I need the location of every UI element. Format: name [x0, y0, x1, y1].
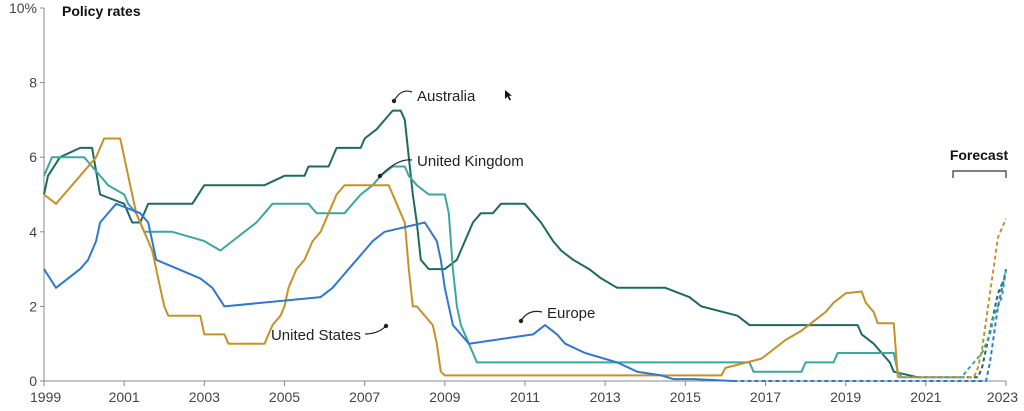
x-tick-label: 2001 [109, 389, 140, 405]
x-tick-label: 2009 [429, 389, 460, 405]
forecast-bracket: Forecast [950, 147, 1009, 178]
series-line-europe [43, 202, 734, 382]
series-group [43, 109, 1007, 382]
label-arrowhead-united-kingdom [377, 173, 383, 179]
x-tick-label: 2017 [750, 389, 781, 405]
x-tick-label: 2013 [590, 389, 621, 405]
series-label-united-states: United States [271, 327, 361, 344]
y-ticks: 0 2 4 6 8 10% [9, 0, 44, 389]
forecast-bracket-line [952, 170, 1007, 178]
label-arrow-europe [520, 310, 543, 322]
label-arrow-united-states [364, 325, 387, 335]
x-tick-label: 2005 [269, 389, 300, 405]
label-arrowhead-united-states [383, 323, 389, 329]
label-arrowhead-europe [518, 318, 524, 324]
series-label-europe: Europe [547, 305, 595, 322]
x-tick-label: 2007 [349, 389, 380, 405]
label-arrowhead-australia [391, 98, 397, 104]
label-arrow-australia [393, 90, 413, 102]
mouse-cursor-icon [505, 90, 512, 101]
y-tick-label: 2 [29, 298, 37, 314]
x-tick-label: 2023 [987, 389, 1018, 405]
series-label-australia: Australia [417, 88, 476, 105]
series-line-united-states [43, 137, 899, 378]
forecast-label: Forecast [950, 147, 1009, 163]
y-tick-label: 6 [29, 149, 37, 165]
x-tick-label: 2019 [830, 389, 861, 405]
forecast-line-united-states [897, 218, 1007, 379]
x-tick-label: 2011 [510, 389, 540, 405]
x-tick-label: 2003 [189, 389, 220, 405]
x-tick-label: 2015 [670, 389, 701, 405]
series-line-australia [43, 109, 919, 379]
label-arrow-united-kingdom [379, 159, 413, 177]
forecast-line-united-kingdom [901, 268, 1007, 379]
y-tick-label: 8 [29, 75, 37, 91]
x-tick-label: 1999 [30, 389, 61, 405]
y-tick-label: 0 [29, 373, 37, 389]
x-ticks: 1999 2001 2003 2005 2007 2009 2011 2013 2015 2017… [30, 381, 1018, 405]
y-tick-label: 4 [29, 224, 37, 240]
y-tick-label: 10% [9, 0, 37, 16]
series-labels: Australia United Kingdom United States Euro… [271, 88, 595, 344]
series-line-united-kingdom [43, 156, 903, 378]
chart-title: Policy rates [62, 3, 141, 19]
series-label-united-kingdom: United Kingdom [417, 153, 524, 170]
axes [43, 8, 1006, 382]
forecast-line-europe [733, 268, 1007, 382]
x-tick-label: 2021 [910, 389, 941, 405]
